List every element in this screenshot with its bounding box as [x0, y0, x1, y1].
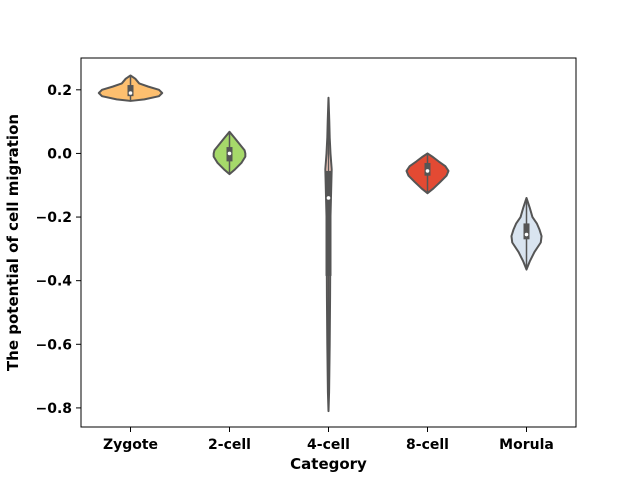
y-axis-label: The potential of cell migration	[4, 114, 22, 371]
violin-iqr-box	[523, 223, 530, 240]
violin-4-cell	[324, 96, 333, 413]
y-tick-label: −0.4	[35, 274, 72, 290]
violin-morula	[510, 196, 543, 271]
violin-iqr-box	[127, 85, 134, 97]
violin-iqr-box	[325, 170, 332, 276]
violin-median-dot	[128, 91, 133, 95]
y-tick-label: −0.2	[35, 210, 72, 226]
violin-median-dot	[425, 169, 430, 173]
x-axis: Zygote 2-cell 4-cell 8-cell Morula	[103, 427, 554, 453]
y-tick-label: −0.6	[35, 337, 72, 353]
y-tick-label: 0.0	[47, 146, 72, 162]
x-tick-label: 2-cell	[208, 437, 251, 453]
x-tick-label: 4-cell	[307, 437, 350, 453]
violins-layer	[97, 74, 543, 413]
x-tick-label: Zygote	[103, 437, 158, 453]
x-tick-label: 8-cell	[406, 437, 449, 453]
y-tick-label: 0.2	[47, 83, 72, 99]
violin-8-cell	[405, 152, 450, 195]
x-axis-label: Category	[290, 455, 367, 473]
y-tick-label: −0.8	[35, 401, 72, 417]
x-tick-label: Morula	[499, 437, 554, 453]
violin-median-dot	[227, 151, 232, 156]
violin-median-dot	[524, 232, 529, 237]
violin-median-dot	[326, 196, 331, 200]
violin-2-cell	[212, 130, 247, 176]
violin-zygote	[97, 74, 164, 102]
y-axis: 0.2 0.0 −0.2 −0.4 −0.6 −0.8	[35, 83, 81, 417]
